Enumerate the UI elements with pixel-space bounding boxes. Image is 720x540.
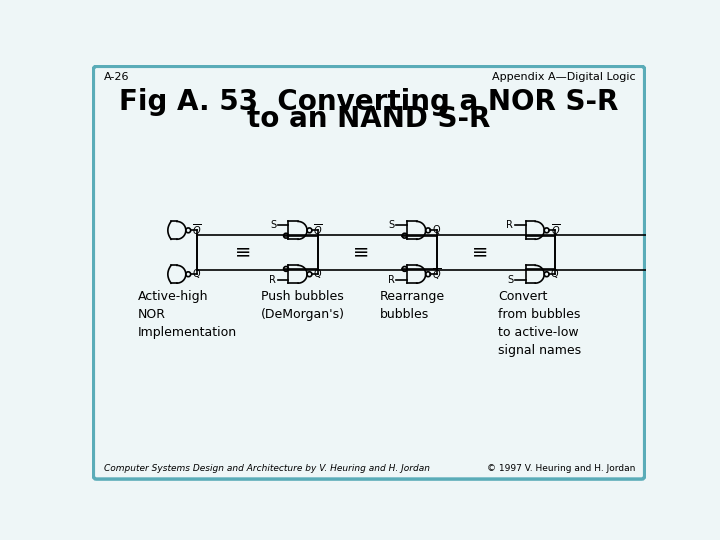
- Text: © 1997 V. Heuring and H. Jordan: © 1997 V. Heuring and H. Jordan: [487, 464, 636, 473]
- Text: Q: Q: [432, 225, 440, 235]
- Text: Q: Q: [313, 269, 321, 279]
- Text: R: R: [388, 274, 395, 285]
- Text: Appendix A—Digital Logic: Appendix A—Digital Logic: [492, 72, 636, 83]
- FancyBboxPatch shape: [94, 66, 644, 479]
- Text: Active-high
NOR
Implementation: Active-high NOR Implementation: [138, 289, 237, 339]
- Text: Convert
from bubbles
to active-low
signal names: Convert from bubbles to active-low signa…: [498, 289, 582, 356]
- Text: Fig A. 53  Converting a NOR S-R: Fig A. 53 Converting a NOR S-R: [120, 88, 618, 116]
- Text: Computer Systems Design and Architecture by V. Heuring and H. Jordan: Computer Systems Design and Architecture…: [104, 464, 430, 473]
- Text: Rearrange
bubbles: Rearrange bubbles: [379, 289, 445, 321]
- Text: $\overline{Q}$: $\overline{Q}$: [432, 266, 441, 282]
- Text: Push bubbles
(DeMorgan's): Push bubbles (DeMorgan's): [261, 289, 345, 321]
- Text: ≡: ≡: [235, 243, 251, 262]
- Text: to an NAND S-R: to an NAND S-R: [247, 105, 491, 133]
- Text: S: S: [270, 220, 276, 230]
- Text: ≡: ≡: [472, 243, 488, 262]
- Text: S: S: [389, 220, 395, 230]
- Text: R: R: [269, 274, 276, 285]
- Text: A-26: A-26: [104, 72, 130, 83]
- Text: ≡: ≡: [353, 243, 369, 262]
- Text: Q: Q: [551, 269, 558, 279]
- Text: $\overline{Q}$: $\overline{Q}$: [192, 222, 202, 238]
- Text: Q: Q: [192, 269, 200, 279]
- Text: $\overline{Q}$: $\overline{Q}$: [551, 222, 560, 238]
- Text: $\overline{Q}$: $\overline{Q}$: [313, 222, 323, 238]
- Text: R: R: [506, 220, 513, 230]
- Text: S: S: [507, 274, 513, 285]
